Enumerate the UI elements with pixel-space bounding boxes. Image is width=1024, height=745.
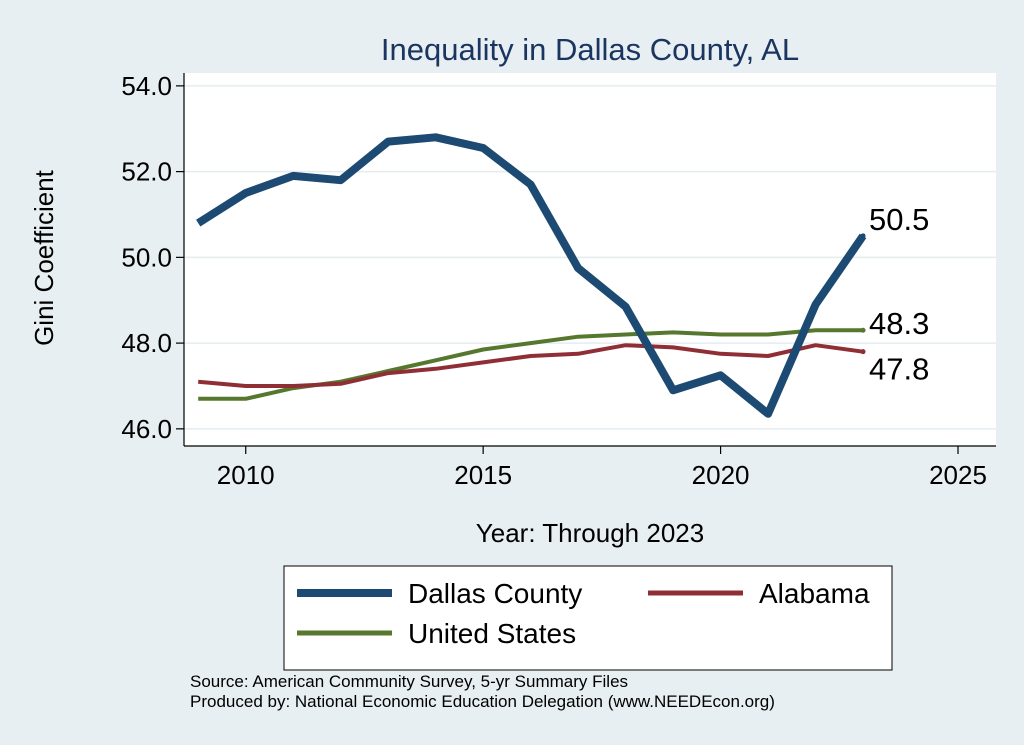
legend-label-dallas-county: Dallas County (408, 578, 582, 609)
x-tick-label: 2010 (217, 460, 275, 490)
plot-area (184, 73, 996, 446)
x-axis-title: Year: Through 2023 (476, 518, 704, 548)
y-tick-label: 50.0 (121, 242, 172, 272)
source-note: Source: American Community Survey, 5-yr … (190, 672, 629, 691)
x-tick-label: 2020 (692, 460, 750, 490)
end-label-united-states: 48.3 (869, 306, 929, 341)
legend: Dallas County Alabama United States (283, 565, 893, 671)
series-line-dallas-county (196, 133, 867, 418)
x-tick-label: 2015 (454, 460, 512, 490)
end-label-alabama: 47.8 (869, 352, 929, 387)
grid-lines (184, 85, 996, 430)
series-lines (196, 133, 867, 418)
legend-label-alabama: Alabama (759, 578, 870, 609)
y-tick-label: 54.0 (121, 71, 172, 101)
y-tick-label: 48.0 (121, 328, 172, 358)
y-axis-title: Gini Coefficient (29, 169, 59, 346)
producer-note: Produced by: National Economic Education… (190, 692, 775, 711)
chart-title: Inequality in Dallas County, AL (381, 32, 799, 67)
series-line-alabama (198, 343, 864, 388)
end-label-dallas-county: 50.5 (869, 202, 929, 237)
y-tick-label: 46.0 (121, 414, 172, 444)
axes: 46.0 48.0 50.0 52.0 54.0 2010 2015 2020 2025 (121, 71, 996, 490)
series-end-point (860, 349, 866, 355)
series-end-point (860, 233, 866, 239)
x-tick-label: 2025 (929, 460, 987, 490)
end-labels: 50.5 47.8 48.3 (869, 202, 929, 387)
legend-box (283, 565, 893, 671)
legend-label-united-states: United States (408, 618, 576, 649)
y-tick-label: 52.0 (121, 157, 172, 187)
series-end-point (860, 327, 866, 333)
